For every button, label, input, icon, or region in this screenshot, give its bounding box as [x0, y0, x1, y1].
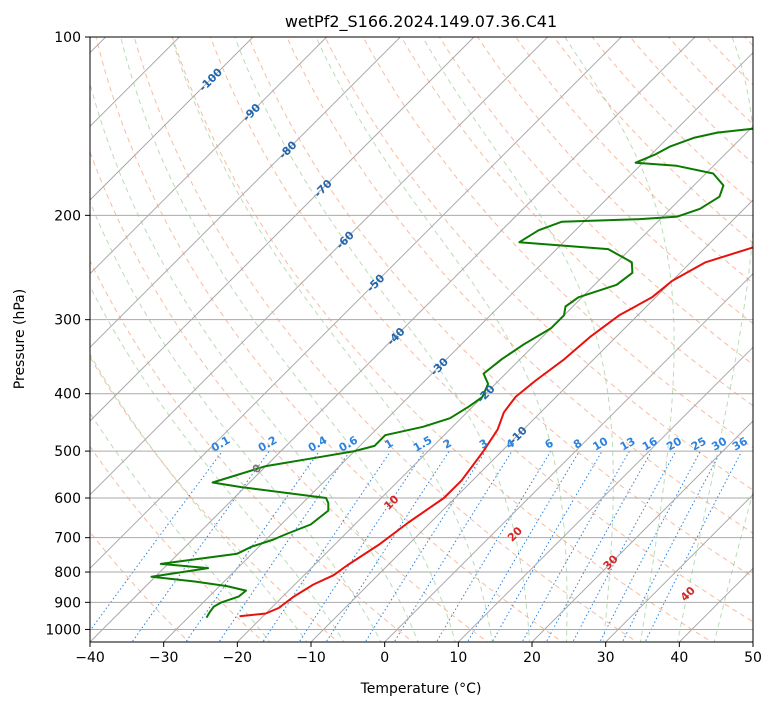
isotherm-line — [90, 37, 696, 642]
isotherm-line — [310, 199, 753, 642]
isotherm-line — [162, 51, 753, 642]
y-axis-label: Pressure (hPa) — [12, 289, 28, 389]
dry-adiabat-line — [90, 356, 340, 642]
isotherm-line — [90, 37, 328, 275]
dry-adiabat-line — [90, 259, 414, 642]
dry-adiabat-line — [744, 37, 753, 47]
moist-adiabat-line — [120, 37, 456, 642]
mixing-ratio-line — [599, 450, 701, 642]
mixing-ratio-line — [90, 450, 223, 632]
moist-adiabat-line — [90, 353, 308, 642]
temperature-profile-line — [239, 246, 753, 618]
chart-title: wetPf2_S166.2024.149.07.36.C41 — [285, 12, 557, 32]
x-axis-label: Temperature (°C) — [360, 681, 482, 697]
dry-adiabat-line — [705, 37, 753, 86]
y-tick-label: 300 — [54, 313, 81, 329]
moist-adiabat-line — [315, 37, 568, 642]
x-tick-label: 40 — [670, 650, 688, 666]
isotherm-line — [383, 272, 753, 642]
y-tick-label: 800 — [54, 565, 81, 581]
x-tick-label: −30 — [149, 650, 179, 666]
moist-adiabat-line — [90, 412, 271, 642]
moist-adiabat-line — [564, 37, 675, 642]
y-tick-label: 900 — [54, 595, 81, 611]
x-tick-label: −20 — [223, 650, 253, 666]
dry-adiabat-line — [286, 37, 753, 534]
mixing-ratio-line — [644, 450, 743, 642]
dry-adiabat-line — [438, 37, 753, 366]
y-tick-label: 600 — [54, 491, 81, 507]
x-tick-label: −10 — [296, 650, 326, 666]
y-tick-label: 700 — [54, 531, 81, 547]
dry-adiabat-line — [770, 24, 775, 645]
y-tick-label: 500 — [54, 444, 81, 460]
isotherm-line — [604, 493, 753, 642]
dry-adiabat-line — [400, 37, 753, 407]
mixing-ratio-line — [185, 450, 320, 642]
mixing-ratio-line — [393, 450, 513, 642]
dry-adiabat-line — [515, 37, 753, 284]
mixing-ratio-line — [262, 450, 392, 642]
isotherm-line — [90, 37, 549, 496]
isotherm-line — [678, 567, 753, 642]
y-tick-label: 100 — [54, 30, 81, 46]
mixing-ratio-label: 2 — [441, 437, 454, 452]
moist-adiabat-label: 30 — [601, 552, 621, 572]
isotherm-line — [752, 641, 753, 642]
moist-adiabat-line — [90, 285, 345, 642]
moist-adiabat-line — [90, 200, 382, 642]
mixing-ratio-label: 6 — [543, 436, 556, 451]
isotherm-line — [236, 125, 753, 642]
dewpoint-profile-line — [150, 127, 753, 619]
moist-adiabat-line — [422, 37, 614, 642]
moist-adiabat-label: 40 — [678, 584, 698, 604]
isotherm-line — [90, 37, 254, 201]
moist-adiabat-line — [713, 490, 753, 642]
isotherm-line — [531, 420, 753, 642]
dry-adiabat-line — [90, 150, 489, 642]
moist-adiabat-line — [234, 37, 530, 642]
x-tick-label: 0 — [380, 650, 389, 666]
dry-adiabat-line — [248, 37, 753, 578]
x-tick-label: 20 — [523, 650, 541, 666]
dry-adiabat-line — [171, 37, 713, 642]
mixing-ratio-line — [621, 450, 722, 642]
x-tick-label: 10 — [449, 650, 467, 666]
moist-adiabat-label: 20 — [505, 524, 525, 544]
isotherm-line — [457, 346, 753, 642]
dry-adiabat-line — [324, 37, 753, 491]
isotherm-line — [90, 37, 181, 128]
mixing-ratio-line — [325, 450, 450, 642]
y-tick-label: 200 — [54, 208, 81, 224]
isotherm-line — [90, 37, 623, 570]
y-tick-label: 1000 — [45, 622, 81, 638]
mixing-ratio-line — [572, 450, 677, 642]
isotherm-label: -100 — [196, 65, 225, 94]
x-tick-label: 50 — [744, 650, 762, 666]
dry-adiabat-line — [209, 37, 753, 623]
isotherm-line — [90, 37, 402, 349]
mixing-ratio-line — [298, 450, 425, 642]
y-tick-label: 400 — [54, 387, 81, 403]
mixing-ratio-line — [466, 450, 580, 642]
moist-adiabat-label: 0 — [250, 461, 265, 476]
dry-adiabat-line — [667, 37, 753, 125]
plot-frame — [89, 36, 754, 643]
isotherm-line — [90, 37, 475, 422]
dry-adiabat-line — [90, 445, 265, 642]
x-tick-label: −40 — [75, 650, 105, 666]
moist-adiabat-line — [170, 37, 493, 642]
x-tick-label: 30 — [597, 650, 615, 666]
dry-adiabat-line — [90, 531, 190, 642]
mixing-ratio-line — [364, 450, 486, 642]
mixing-ratio-line — [218, 450, 351, 642]
dry-adiabat-line — [133, 37, 638, 642]
